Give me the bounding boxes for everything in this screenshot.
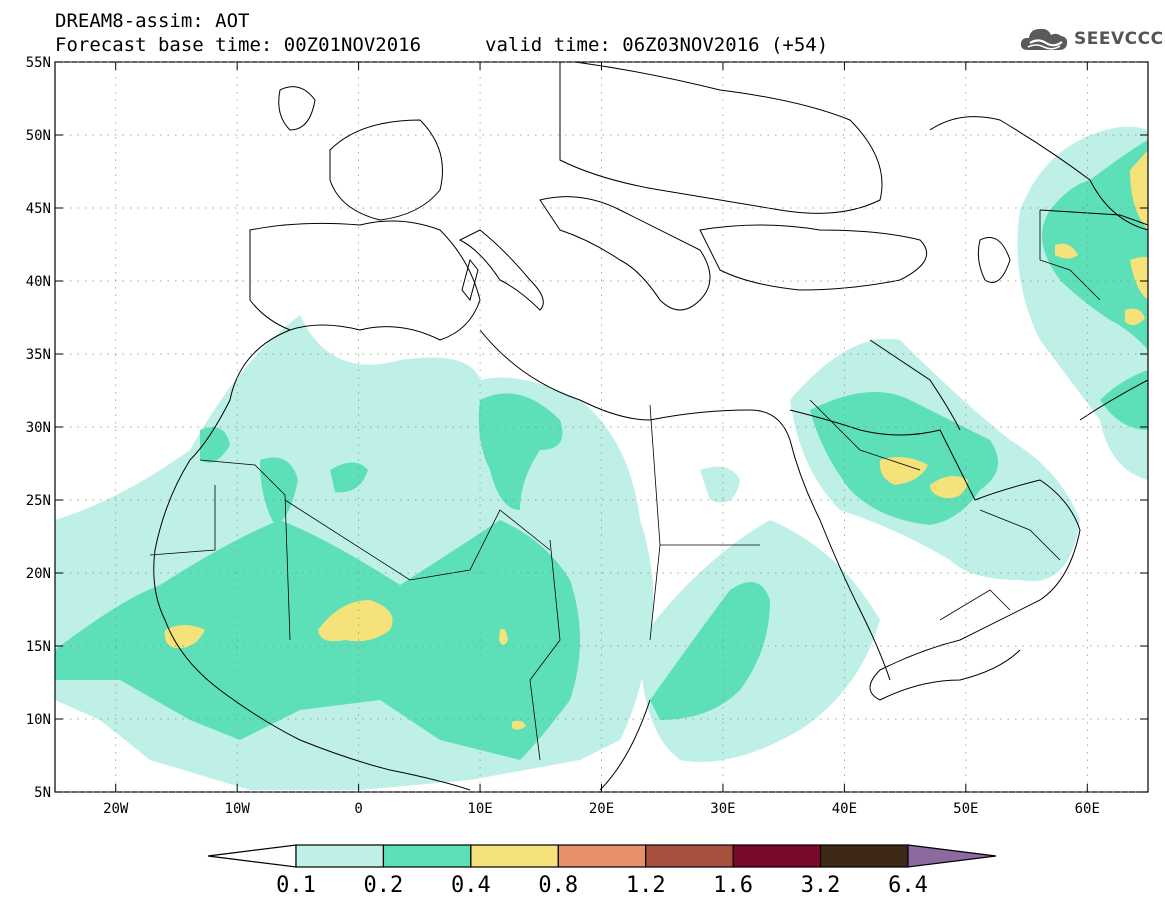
lat-tick-label: 20N [26,566,51,582]
lat-tick-label: 25N [26,493,51,509]
colorbar-label: 6.4 [888,873,928,898]
lon-tick-label: 20E [589,801,614,817]
axis-ticks: 20W 10W 0 10E 20E 30E 40E 50E 60E 55N 50N 45N 40N 35N… [26,55,1148,817]
lon-tick-label: 20W [103,801,129,817]
lat-tick-label: 5N [34,785,51,801]
seevccc-logo: SEEVCCC [1018,22,1164,56]
forecast-base-time: Forecast base time: 00Z01NOV2016 [55,34,422,56]
colorbar-box [382,844,472,868]
map-title: DREAM8-assim: AOT [55,10,250,32]
colorbar-box [470,844,559,868]
colorbar: 0.1 0.2 0.4 0.8 1.2 1.6 3.2 6.4 [207,844,997,898]
lon-tick-label: 10E [467,801,492,817]
lat-tick-label: 55N [26,55,51,71]
lat-tick-label: 45N [26,201,51,217]
colorbar-label: 1.6 [713,873,753,898]
lon-tick-label: 10W [225,801,251,817]
aot-level-0.2 [55,140,1148,760]
colorbar-label: 0.4 [451,873,491,898]
colorbar-high-arrow [907,844,997,868]
colorbar-label: 0.8 [538,873,578,898]
country-borders [149,210,1101,761]
lon-tick-label: 50E [953,801,978,817]
cloud-icon [1020,28,1068,50]
colorbar-box [295,844,385,868]
colorbar-label: 0.1 [276,873,316,898]
colorbar-box [732,844,822,868]
colorbar-label: 3.2 [801,873,841,898]
coastlines [153,62,1148,791]
colorbar-box [819,844,909,868]
lat-tick-label: 35N [26,347,51,363]
lon-tick-label: 60E [1075,801,1100,817]
colorbar-label: 1.2 [626,873,666,898]
lat-tick-label: 30N [26,420,51,436]
colorbar-box [645,844,734,868]
lat-tick-label: 15N [26,639,51,655]
lon-tick-label: 40E [832,801,857,817]
lon-tick-label: 0 [354,801,362,817]
lat-tick-label: 40N [26,274,51,290]
valid-time: valid time: 06Z03NOV2016 (+54) [485,34,829,56]
logo-text: SEEVCCC [1074,29,1164,49]
colorbar-box [557,844,647,868]
lat-tick-label: 10N [26,712,51,728]
aot-level-0.4 [164,150,1148,730]
colorbar-label: 0.2 [364,873,404,898]
graticule [55,61,1148,793]
lon-tick-label: 30E [710,801,735,817]
colorbar-low-arrow [207,844,297,868]
lat-tick-label: 50N [26,128,51,144]
